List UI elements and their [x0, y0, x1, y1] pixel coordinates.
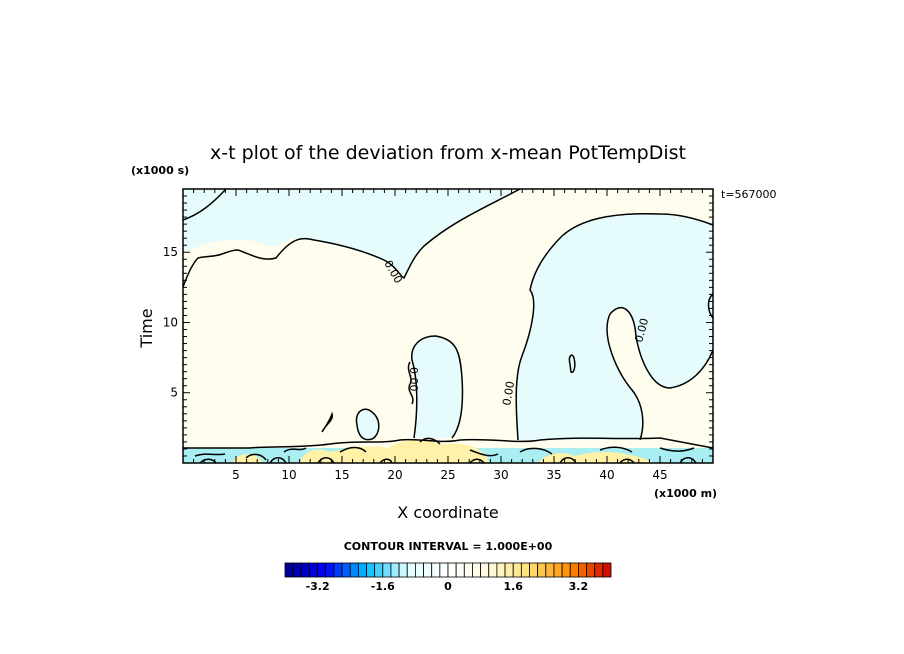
colorbar-cell — [349, 562, 359, 578]
colorbar-cell — [390, 562, 400, 578]
colorbar-cell — [463, 562, 473, 578]
colorbar-cell — [423, 562, 433, 578]
contour-labels: 0.00 0.00 0.00 0.00 — [381, 258, 651, 407]
colorbar-cell — [309, 562, 319, 578]
colorbar-tick-label: 1.6 — [503, 580, 523, 593]
contour-line-band — [183, 437, 714, 449]
x-tick-label: 15 — [334, 468, 349, 482]
negative-region-top — [183, 189, 520, 287]
x-axis-label: X coordinate — [397, 503, 498, 522]
colorbar-tick-label: -1.6 — [371, 580, 395, 593]
colorbar-cell — [496, 562, 506, 578]
contour-line-band-lower — [194, 437, 695, 461]
colorbar-cell — [586, 562, 596, 578]
contour-line-left-small — [321, 411, 334, 433]
x-tick-label: 40 — [599, 468, 614, 482]
x-tick-label: 35 — [546, 468, 561, 482]
colorbar-cell — [333, 562, 343, 578]
colorbar-cell — [292, 562, 302, 578]
chart-title: x-t plot of the deviation from x-mean Po… — [210, 142, 686, 164]
colorbar-cell — [366, 562, 376, 578]
colorbar-cell — [545, 562, 555, 578]
colorbar-cell — [455, 562, 465, 578]
colorbar-cell — [569, 562, 579, 578]
contour-line-right-edge — [707, 293, 714, 319]
colorbar-tick-label: 3.2 — [569, 580, 589, 593]
colorbar-cell — [382, 562, 392, 578]
colorbar-tick-label: -3.2 — [306, 580, 330, 593]
colorbar-tick-label: 0 — [444, 580, 452, 593]
colorbar — [284, 562, 612, 578]
x-tick-label: 20 — [387, 468, 402, 482]
contour-line-small-oval — [355, 408, 380, 441]
colorbar-cell — [300, 562, 310, 578]
colorbar-cell — [447, 562, 457, 578]
contour-line-top-left — [182, 188, 227, 221]
x-tick-label: 5 — [232, 468, 240, 482]
x-tick-label: 45 — [652, 468, 667, 482]
contour-label-4: 0.00 — [632, 317, 651, 344]
contour-lines — [182, 188, 714, 464]
x-unit-label: (x1000 m) — [654, 487, 717, 500]
y-axis-label: Time — [137, 308, 156, 348]
contour-line-tiny-oval — [568, 354, 576, 374]
y-tick-label: 15 — [163, 245, 178, 259]
colorbar-cell — [602, 562, 612, 578]
contour-line-tall-blob — [411, 335, 464, 439]
colorbar-cell — [488, 562, 498, 578]
colorbar-cell — [341, 562, 351, 578]
y-tick-label: 10 — [163, 315, 178, 329]
colorbar-cell — [325, 562, 335, 578]
colorbar-cell — [431, 562, 441, 578]
contour-label-3: 0.00 — [500, 380, 517, 406]
colorbar-cell — [520, 562, 530, 578]
colorbar-cell — [504, 562, 514, 578]
contour-line-top — [182, 188, 521, 288]
axis-tick-labels: 5 10 15 20 25 30 35 40 45 5 10 15 — [163, 245, 668, 482]
bottom-band-positive-2 — [300, 439, 488, 463]
colorbar-cell — [406, 562, 416, 578]
negative-region-right-large — [516, 213, 713, 440]
colorbar-cell — [374, 562, 384, 578]
colorbar-cell — [480, 562, 490, 578]
axis-ticks — [183, 189, 713, 463]
time-label: t=567000 — [721, 188, 777, 201]
colorbar-cell — [439, 562, 449, 578]
colorbar-cell — [512, 562, 522, 578]
colorbar-cell — [398, 562, 408, 578]
colorbar-cell — [414, 562, 424, 578]
negative-region-tall-blob — [411, 336, 463, 438]
colorbar-cell — [529, 562, 539, 578]
x-tick-label: 10 — [281, 468, 296, 482]
x-tick-label: 25 — [440, 468, 455, 482]
colorbar-cell — [553, 562, 563, 578]
colorbar-cell — [537, 562, 547, 578]
colorbar-cell — [561, 562, 571, 578]
contour-line-blob-left — [407, 361, 414, 405]
contour-line-right — [515, 212, 714, 441]
x-tick-label: 30 — [493, 468, 508, 482]
contour-interval-label: CONTOUR INTERVAL = 1.000E+00 — [344, 540, 553, 553]
contour-line-bottom-bumps — [199, 457, 697, 464]
negative-region-small-oval — [356, 409, 379, 440]
colorbar-cell — [472, 562, 482, 578]
contour-label-2: 0.00 — [407, 367, 420, 392]
bottom-band-positive-1 — [232, 454, 262, 463]
colorbar-tick-labels: -3.2 -1.6 0 1.6 3.2 — [306, 580, 589, 593]
y-tick-label: 5 — [170, 386, 178, 400]
colorbar-cell — [284, 562, 294, 578]
colorbar-cell — [317, 562, 327, 578]
colorbar-cell — [594, 562, 604, 578]
contour-line-right-lobe — [606, 307, 714, 441]
colorbar-cell — [357, 562, 367, 578]
plot-area: 0.00 0.00 0.00 0.00 5 10 15 20 25 30 35 40 45 5 10… — [163, 188, 714, 482]
colorbar-cell — [578, 562, 587, 578]
y-unit-label: (x1000 s) — [131, 164, 189, 177]
